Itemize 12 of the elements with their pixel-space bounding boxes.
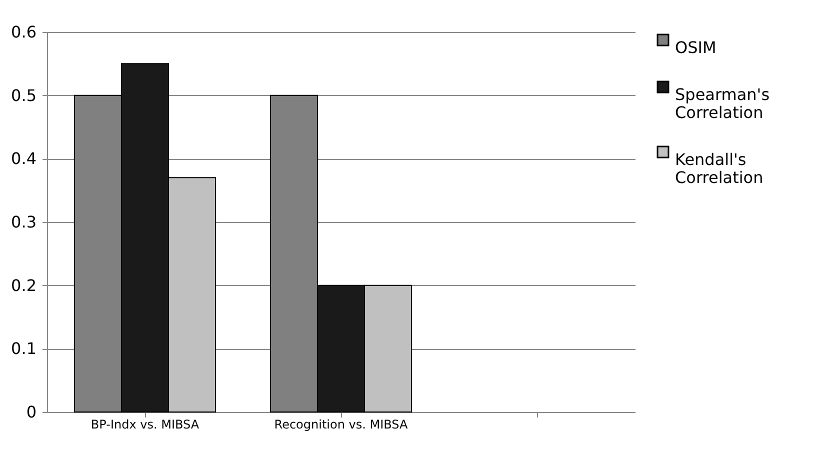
- y-tick-label: 0.6: [11, 22, 36, 42]
- legend-label: OSIM: [675, 38, 716, 57]
- y-tick-label: 0.5: [11, 86, 36, 105]
- legend-label: Kendall's Correlation: [675, 150, 764, 187]
- x-tick-label: Recognition vs. MIBSA: [274, 418, 408, 432]
- y-tick-label: 0.4: [11, 149, 36, 168]
- y-tick-label: 0.2: [11, 276, 36, 295]
- legend-label: Spearman's Correlation: [675, 85, 770, 122]
- x-tick-label: BP-Indx vs. MIBSA: [90, 418, 200, 432]
- y-tick-label: 0.3: [11, 212, 36, 232]
- y-tick-label: 0.1: [11, 339, 36, 358]
- y-tick-label: 0: [26, 402, 36, 422]
